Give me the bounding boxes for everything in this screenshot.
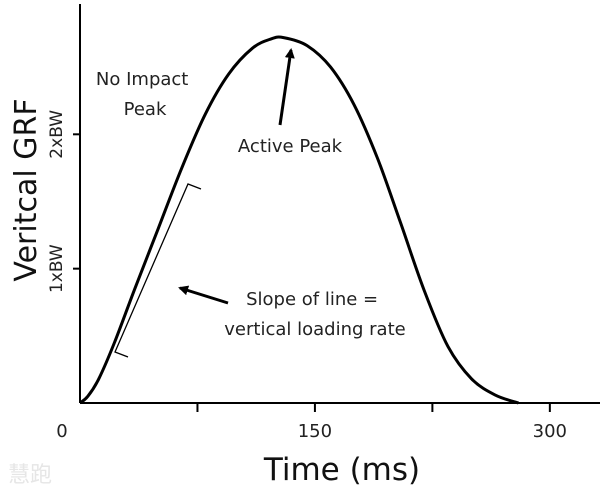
slope-line-1: Slope of line = [246,289,378,310]
slope-line-2: vertical loading rate [224,319,405,340]
grf-curve [79,35,519,405]
y-tick-label-1: 2xBW [47,110,67,159]
slope-arrow [178,285,229,305]
watermark-logo: 慧跑 [8,463,52,488]
slope-bracket [114,183,202,358]
y-ticks: 1xBW 2xBW [47,110,80,293]
x-ticks: 0 150 300 [56,403,567,442]
active-peak-arrow [278,48,295,126]
no-impact-peak-label: No Impact Peak [96,69,194,120]
x-tick-label-2: 150 [298,421,332,442]
no-impact-peak-line-1: No Impact [96,69,188,90]
y-axis-title: Veritcal GRF [9,98,44,281]
y-tick-label-0: 1xBW [47,244,67,293]
x-axis-title: Time (ms) [263,452,420,488]
x-tick-label-0: 0 [56,421,67,442]
no-impact-peak-line-2: Peak [124,99,167,120]
slope-label: Slope of line = vertical loading rate [224,289,405,340]
active-peak-line-1: Active Peak [238,136,343,157]
active-peak-label: Active Peak [238,136,343,157]
x-tick-label-4: 300 [533,421,567,442]
